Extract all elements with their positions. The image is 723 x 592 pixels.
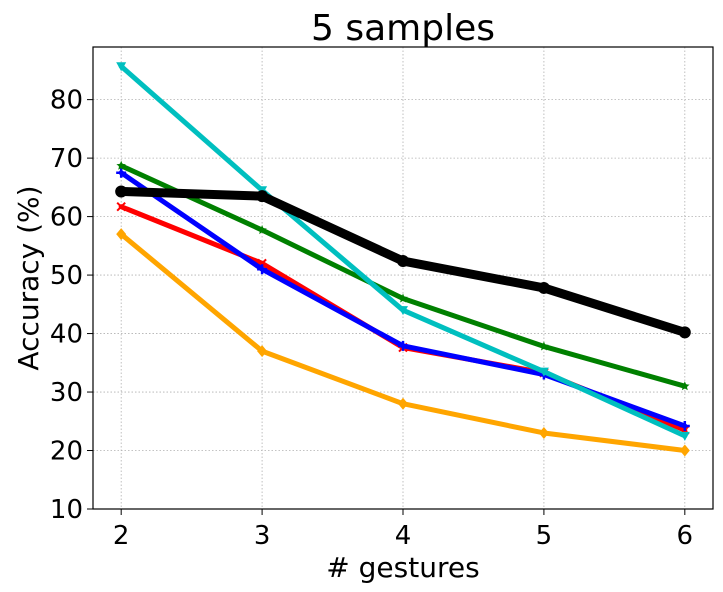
series-3 xyxy=(116,160,690,391)
y-tick-label: 70 xyxy=(50,144,83,174)
data-point xyxy=(678,326,691,339)
data-point xyxy=(116,228,127,241)
y-tick-label: 80 xyxy=(50,86,83,116)
data-point xyxy=(679,431,690,441)
data-point xyxy=(398,397,408,410)
x-tick-label: 4 xyxy=(395,521,412,551)
x-axis-label: # gestures xyxy=(326,551,479,584)
x-tick-label: 6 xyxy=(677,521,694,551)
data-point xyxy=(679,420,690,431)
data-point xyxy=(257,345,268,358)
x-tick-label: 5 xyxy=(536,521,553,551)
data-point xyxy=(680,381,690,391)
data-point xyxy=(256,190,269,203)
data-point xyxy=(679,444,690,457)
data-point xyxy=(116,62,127,72)
data-point xyxy=(539,341,549,351)
data-point xyxy=(398,293,408,303)
data-point xyxy=(257,225,267,235)
data-point xyxy=(115,185,128,198)
grid-lines xyxy=(93,47,713,510)
data-point xyxy=(398,340,408,351)
series-4 xyxy=(116,62,690,441)
data-point xyxy=(397,255,409,268)
series-5 xyxy=(115,185,691,339)
y-tick-label: 60 xyxy=(50,203,83,233)
data-point xyxy=(537,281,550,294)
data-point xyxy=(398,306,408,316)
y-tick-label: 30 xyxy=(50,378,83,408)
series-layer xyxy=(115,62,691,457)
chart-title: 5 samples xyxy=(311,8,495,49)
y-tick-label: 20 xyxy=(50,437,83,467)
data-point xyxy=(538,367,549,377)
y-tick-label: 10 xyxy=(50,495,83,525)
data-point xyxy=(116,201,126,212)
data-point xyxy=(116,160,126,170)
y-axis-label: Accuracy (%) xyxy=(12,185,45,370)
axis-ticks: 2 3 4 5 6 10 20 30 40 50 60 70 80 xyxy=(50,86,693,551)
data-point xyxy=(257,264,268,275)
x-tick-label: 2 xyxy=(113,521,130,551)
data-point xyxy=(538,426,549,439)
data-point xyxy=(116,167,127,178)
series-0 xyxy=(116,228,690,457)
y-tick-label: 40 xyxy=(50,320,83,350)
x-tick-label: 3 xyxy=(254,521,271,551)
y-tick-label: 50 xyxy=(50,261,83,291)
